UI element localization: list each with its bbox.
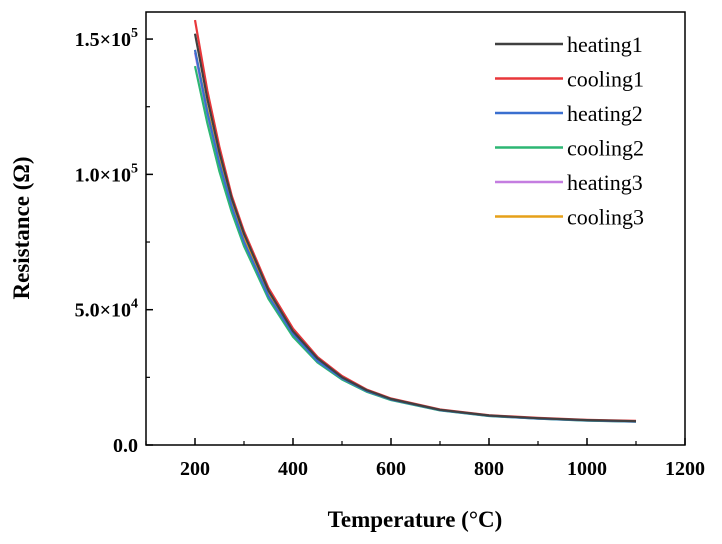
series-line-heating1 <box>193 33 637 423</box>
legend-label-cooling1: cooling1 <box>567 67 644 92</box>
y-axis-title: Resistance (Ω) <box>9 157 34 300</box>
x-axis-ticks: 200 400 600 800 1000 1200 <box>145 438 705 480</box>
x-tick-label: 400 <box>278 458 308 480</box>
y-tick-label: 1.5×105 <box>75 26 138 51</box>
legend-label-heating3: heating3 <box>567 170 643 195</box>
x-axis-title: Temperature (°C) <box>328 507 503 532</box>
x-tick-label: 200 <box>180 458 210 480</box>
y-tick-label: 1.0×105 <box>75 161 138 186</box>
x-tick-label: 600 <box>376 458 406 480</box>
series-layer <box>193 19 637 423</box>
y-axis-ticks: 0.0 5.0×104 1.0×105 1.5×105 <box>75 26 153 457</box>
y-tick-label: 5.0×104 <box>75 297 138 322</box>
x-tick-label: 1200 <box>665 458 705 480</box>
x-tick-label: 1000 <box>567 458 607 480</box>
plot-frame <box>145 11 686 446</box>
x-tick-label: 800 <box>474 458 504 480</box>
legend-label-cooling3: cooling3 <box>567 205 644 230</box>
legend: heating1 cooling1 heating2 cooling2 heating3… <box>495 32 644 230</box>
y-tick-label: 0.0 <box>113 435 138 457</box>
legend-label-heating1: heating1 <box>567 32 643 57</box>
legend-label-cooling2: cooling2 <box>567 136 644 161</box>
legend-label-heating2: heating2 <box>567 101 643 126</box>
